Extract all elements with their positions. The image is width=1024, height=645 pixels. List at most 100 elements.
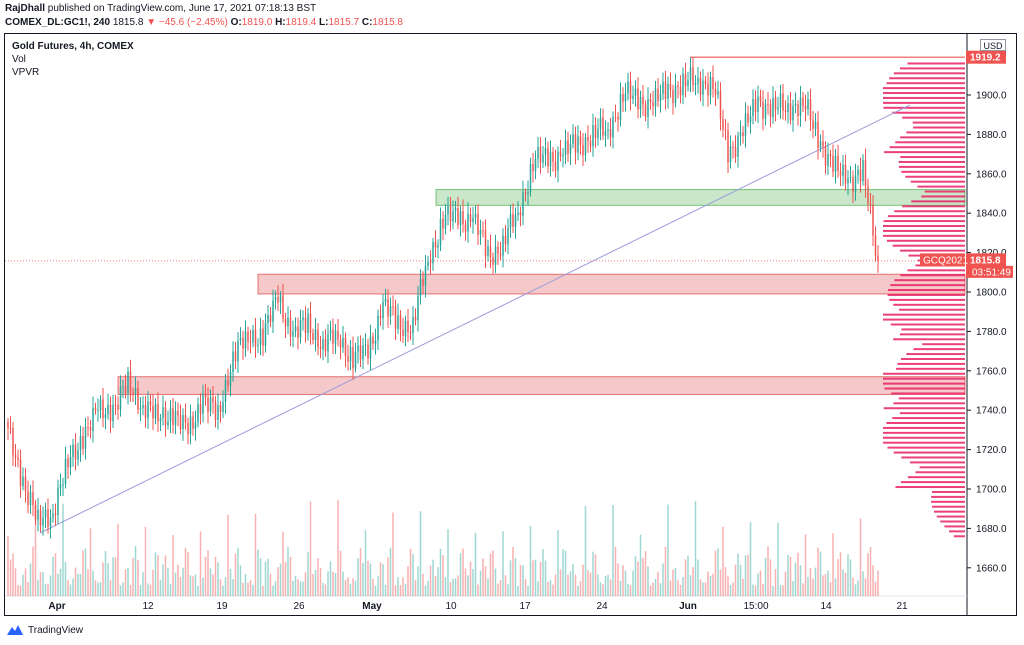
candle-body <box>664 81 667 99</box>
vpvr-bar <box>933 510 965 513</box>
candle-body <box>234 351 237 362</box>
candle-body <box>679 86 682 96</box>
candle-body <box>504 235 507 245</box>
candle-body <box>654 88 657 107</box>
vpvr-bar <box>913 126 965 129</box>
volume-bar <box>569 571 572 596</box>
candle-body <box>304 317 307 333</box>
volume-bar <box>447 529 449 596</box>
candle-body <box>239 337 242 341</box>
candle-body <box>684 73 687 87</box>
volume-bar <box>354 580 357 596</box>
volume-bar <box>702 582 704 596</box>
currency-label[interactable]: USD <box>980 39 1006 51</box>
volume-bar <box>704 582 707 596</box>
volume-bar <box>657 571 659 596</box>
candle-body <box>57 487 59 515</box>
legend-vpvr[interactable]: VPVR <box>12 67 40 78</box>
volume-bar <box>857 580 859 596</box>
candle-body <box>529 163 532 193</box>
candle-body <box>172 408 174 426</box>
candle-body <box>19 459 22 487</box>
volume-bar <box>579 581 582 596</box>
candle-body <box>189 416 192 435</box>
candle-body <box>357 345 359 352</box>
volume-bar <box>319 567 322 596</box>
candle-body <box>624 93 627 102</box>
volume-bar <box>629 585 632 596</box>
candle-body <box>749 116 752 123</box>
vpvr-bar <box>924 190 965 193</box>
candle-body <box>342 337 344 348</box>
candle-body <box>722 118 724 130</box>
volume-bar <box>744 555 747 596</box>
volume-bar <box>799 565 802 596</box>
volume-bar <box>772 585 774 596</box>
candle-body <box>474 214 477 218</box>
vpvr-bar <box>887 293 965 296</box>
candle-body <box>119 386 122 410</box>
symbol-tag-bg <box>920 253 965 267</box>
vpvr-bar <box>893 338 965 341</box>
x-tick-label: 26 <box>293 601 305 612</box>
vpvr-bar <box>883 92 965 95</box>
candle-body <box>394 306 397 329</box>
volume-bar <box>199 531 202 596</box>
volume-bar <box>567 574 569 596</box>
candle-body <box>314 329 317 341</box>
candle-body <box>682 73 684 96</box>
volume-bar <box>267 558 269 596</box>
volume-bar <box>852 577 854 596</box>
candle-body <box>509 213 512 228</box>
volume-bar <box>394 585 397 596</box>
vpvr-bar <box>932 505 965 508</box>
volume-bar <box>282 531 284 596</box>
volume-bar <box>849 559 852 596</box>
vpvr-bar <box>898 397 965 400</box>
candle-body <box>482 229 484 231</box>
volume-bar <box>854 584 857 596</box>
vpvr-bar <box>910 461 965 464</box>
vpvr-bar <box>901 170 965 173</box>
volume-bar <box>79 573 82 596</box>
publisher-name[interactable]: RajDhall <box>5 3 46 14</box>
candle-body <box>359 345 362 360</box>
legend-title[interactable]: Gold Futures, 4h, COMEX <box>12 41 134 52</box>
volume-bar <box>512 546 514 596</box>
vpvr-bar <box>887 446 965 449</box>
x-tick-label: 24 <box>596 601 608 612</box>
candle-body <box>582 144 584 156</box>
candle-body <box>14 455 17 458</box>
tradingview-logo-icon <box>7 625 23 635</box>
candle-body <box>224 379 227 403</box>
volume-bar <box>84 548 87 596</box>
candle-body <box>569 143 572 154</box>
volume-bar <box>867 553 869 596</box>
volume-bar <box>349 583 352 596</box>
candle-body <box>712 76 714 90</box>
volume-bar <box>484 566 487 596</box>
volume-bar <box>177 564 179 596</box>
candle-body <box>127 371 129 394</box>
volume-bar <box>607 574 609 596</box>
candle-body <box>452 211 454 222</box>
volume-bar <box>89 528 92 596</box>
candle-body <box>362 345 364 360</box>
candle-body <box>542 154 544 163</box>
vpvr-bar <box>891 392 965 395</box>
candle-body <box>469 213 472 223</box>
vpvr-bar <box>883 234 965 237</box>
x-tick-label: Jun <box>679 601 697 612</box>
volume-bar <box>202 577 204 596</box>
volume-bar <box>252 584 254 596</box>
volume-bar <box>37 579 39 596</box>
candle-body <box>669 83 672 91</box>
candle-body <box>644 104 647 117</box>
volume-bar <box>712 573 714 596</box>
legend-vol[interactable]: Vol <box>12 54 26 65</box>
candle-body <box>249 341 252 343</box>
tradingview-brand[interactable]: TradingView <box>6 624 83 636</box>
volume-bar <box>409 548 412 596</box>
volume-bar <box>437 567 439 596</box>
